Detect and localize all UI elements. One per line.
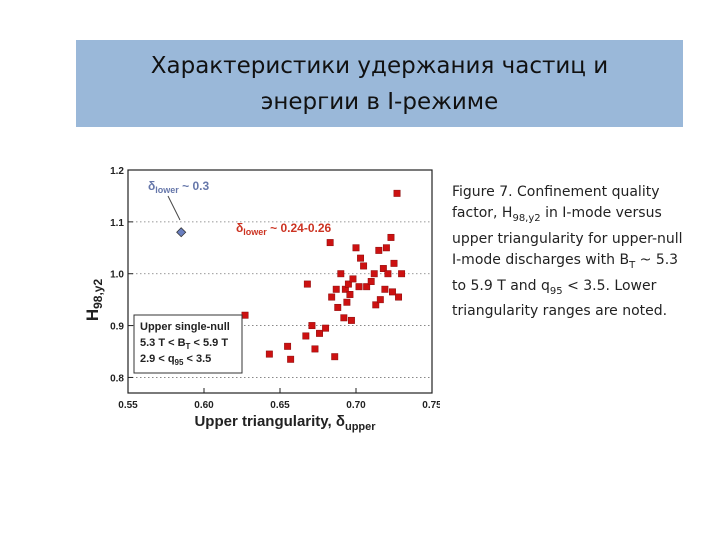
data-point-upper	[395, 293, 403, 301]
annotation-lower-03-delta: δ	[148, 179, 155, 193]
x-tick-label: 0.70	[346, 400, 366, 411]
annotation-lower-024-delta: δ	[236, 221, 243, 235]
annotation-lower-03-sub: lower	[155, 185, 179, 195]
data-point-upper	[360, 262, 368, 270]
y-tick-label: 1.0	[110, 270, 124, 281]
data-point-upper	[347, 316, 355, 324]
caption-part3: ~ 5.3 to 5.9 T and q	[452, 251, 679, 294]
data-point-upper	[265, 350, 273, 358]
caption-sub3: 95	[549, 285, 563, 297]
y-axis-label-sub: 98,y2	[91, 279, 105, 309]
y-tick-label: 1.1	[110, 218, 124, 229]
legend-line3-end: < 3.5	[183, 353, 211, 365]
x-tick-label: 0.55	[118, 400, 138, 411]
data-point-upper	[370, 270, 378, 278]
caption-part1: Figure 7. Confinement quality factor, H	[452, 184, 660, 221]
data-point-upper	[287, 355, 295, 363]
y-axis-label-main: H	[83, 309, 102, 321]
data-point-lower	[176, 227, 187, 238]
y-axis-label: H98,y2	[83, 279, 105, 322]
data-point-upper	[343, 298, 351, 306]
data-point-upper	[334, 303, 342, 311]
data-point-upper	[340, 314, 348, 322]
legend-line2: 5.3 T < BT < 5.9 T	[140, 337, 228, 351]
annotation-lower-024-text: ~ 0.24-0.26	[267, 221, 332, 235]
legend-line2-sub: T	[186, 342, 191, 351]
annotation-lower-024-sub: lower	[243, 227, 267, 237]
legend-line2-a: 5.3 T < B	[140, 337, 186, 349]
legend-line2-end: < 5.9 T	[190, 337, 228, 349]
data-point-upper	[387, 233, 395, 241]
data-point-upper	[398, 270, 406, 278]
data-point-upper	[322, 324, 330, 332]
x-axis-label: Upper triangularity, δupper	[194, 413, 376, 433]
data-point-upper	[303, 280, 311, 288]
x-tick-label: 0.60	[194, 400, 214, 411]
data-point-upper	[375, 246, 383, 254]
legend-line3-a: 2.9 < q	[140, 353, 175, 365]
data-point-upper	[331, 353, 339, 361]
data-point-upper	[308, 322, 316, 330]
data-point-upper	[352, 244, 360, 252]
data-point-upper	[346, 291, 354, 298]
data-point-upper	[382, 244, 390, 252]
caption-part4: < 3.5. Lower triangularity ranges are no…	[452, 277, 668, 320]
x-tick-label: 0.65	[270, 400, 290, 411]
data-point-upper	[357, 254, 365, 262]
legend-line1: Upper single-null	[140, 321, 230, 333]
data-point-upper	[349, 275, 357, 283]
data-point-upper	[344, 280, 352, 288]
caption-sub2: T	[629, 259, 636, 271]
data-point-upper	[284, 342, 292, 350]
data-point-upper	[367, 278, 375, 285]
annotation-lower-03-arrow	[167, 195, 181, 221]
data-point-upper	[302, 332, 310, 340]
figure-caption: Figure 7. Confinement quality factor, H9…	[452, 182, 684, 322]
data-point-upper	[241, 311, 249, 319]
annotation-lower-03-text: ~ 0.3	[179, 179, 210, 193]
data-point-upper	[393, 189, 401, 197]
data-point-upper	[326, 239, 334, 247]
legend-line3-sub: 95	[175, 358, 184, 367]
data-point-upper	[379, 265, 387, 272]
data-point-upper	[381, 285, 389, 293]
x-axis-label-sub: upper	[345, 421, 376, 433]
annotation-lower-03: δlower ~ 0.3	[148, 179, 209, 195]
legend-box	[133, 314, 243, 374]
data-point-upper	[316, 329, 323, 337]
data-point-upper	[390, 259, 398, 267]
legend-line3: 2.9 < q95 < 3.5	[140, 353, 211, 367]
data-point-upper	[389, 288, 396, 296]
data-point-upper	[355, 283, 363, 291]
caption-part2: in I-mode versus upper triangularity for…	[452, 205, 683, 268]
data-point-upper	[332, 285, 340, 293]
x-axis-label-main: Upper triangularity, δ	[194, 413, 345, 430]
x-tick-label: 0.75	[422, 400, 440, 411]
data-point-upper	[328, 293, 336, 301]
slide-title-banner: Характеристики удержания частиц и энерги…	[76, 40, 683, 127]
data-point-upper	[337, 270, 345, 278]
data-point-upper	[384, 270, 392, 278]
slide-title-line1: Характеристики удержания частиц и	[150, 53, 609, 79]
scatter-chart: 0.80.91.01.11.20.55 0.60 0.65 0.70 0.75 δlow…	[83, 166, 440, 433]
data-point-upper	[311, 345, 319, 353]
y-tick-label: 1.2	[110, 166, 124, 177]
slide-title-line2: энергии в I-режиме	[260, 89, 499, 115]
data-point-upper	[363, 283, 371, 291]
data-point-upper	[372, 301, 380, 309]
caption-sub1: 98,y2	[512, 212, 541, 224]
y-tick-label: 0.8	[110, 373, 124, 384]
y-tick-label: 0.9	[110, 322, 124, 333]
data-point-upper	[376, 296, 384, 304]
annotation-lower-024: δlower ~ 0.24-0.26	[236, 221, 332, 237]
